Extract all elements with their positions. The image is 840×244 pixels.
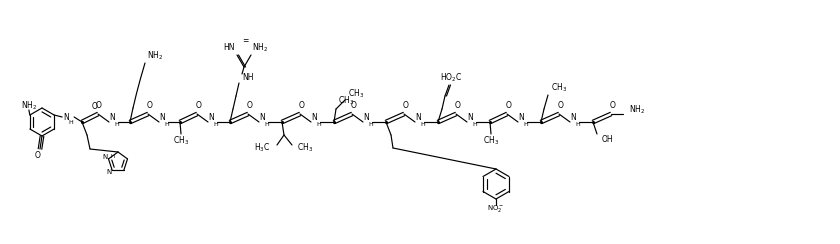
Text: H: H <box>421 122 425 126</box>
Text: O: O <box>147 101 153 110</box>
Text: O: O <box>455 101 461 110</box>
Text: N: N <box>467 112 473 122</box>
Text: CH$_3$: CH$_3$ <box>551 82 567 94</box>
Text: HO$_2$C: HO$_2$C <box>440 72 462 84</box>
Text: N: N <box>363 112 369 122</box>
Text: HN: HN <box>223 43 235 52</box>
Text: =: = <box>242 37 248 45</box>
Text: O: O <box>558 101 564 110</box>
Text: H: H <box>69 120 73 124</box>
Text: H: H <box>110 154 114 159</box>
Text: N: N <box>415 112 421 122</box>
Text: N: N <box>102 154 108 160</box>
Text: H: H <box>165 122 170 126</box>
Text: NO$_2^-$: NO$_2^-$ <box>487 203 505 214</box>
Text: OH: OH <box>602 134 614 143</box>
Text: NH$_2$: NH$_2$ <box>21 100 37 112</box>
Text: O: O <box>96 101 102 110</box>
Text: H: H <box>369 122 373 126</box>
Text: N: N <box>159 112 165 122</box>
Text: CH$_3$: CH$_3$ <box>483 135 499 147</box>
Text: H: H <box>575 122 580 126</box>
Text: N: N <box>107 169 112 175</box>
Text: O: O <box>196 101 202 110</box>
Text: H: H <box>265 122 270 126</box>
Text: O: O <box>35 152 41 161</box>
Text: N: N <box>63 112 69 122</box>
Text: H: H <box>213 122 218 126</box>
Text: H: H <box>523 122 528 126</box>
Text: O: O <box>299 101 305 110</box>
Text: NH$_2$: NH$_2$ <box>147 50 163 62</box>
Text: H: H <box>317 122 322 126</box>
Text: H$_3$C: H$_3$C <box>254 142 270 154</box>
Text: O: O <box>247 101 253 110</box>
Text: O: O <box>351 101 357 110</box>
Text: CH$_3$: CH$_3$ <box>338 95 354 107</box>
Text: NH: NH <box>242 72 254 81</box>
Text: CH$_3$: CH$_3$ <box>297 142 313 154</box>
Text: N: N <box>259 112 265 122</box>
Text: N: N <box>570 112 576 122</box>
Text: N: N <box>311 112 317 122</box>
Text: CH$_3$: CH$_3$ <box>173 135 189 147</box>
Text: NH$_2$: NH$_2$ <box>252 42 268 54</box>
Text: N: N <box>109 112 115 122</box>
Text: O: O <box>506 101 512 110</box>
Text: CH$_3$: CH$_3$ <box>348 88 365 100</box>
Text: NH$_2$: NH$_2$ <box>629 104 645 116</box>
Text: O: O <box>610 101 616 110</box>
Text: O: O <box>92 102 97 111</box>
Text: O: O <box>403 101 409 110</box>
Text: H: H <box>114 122 119 126</box>
Text: H: H <box>473 122 477 126</box>
Text: N: N <box>208 112 214 122</box>
Text: N: N <box>518 112 524 122</box>
